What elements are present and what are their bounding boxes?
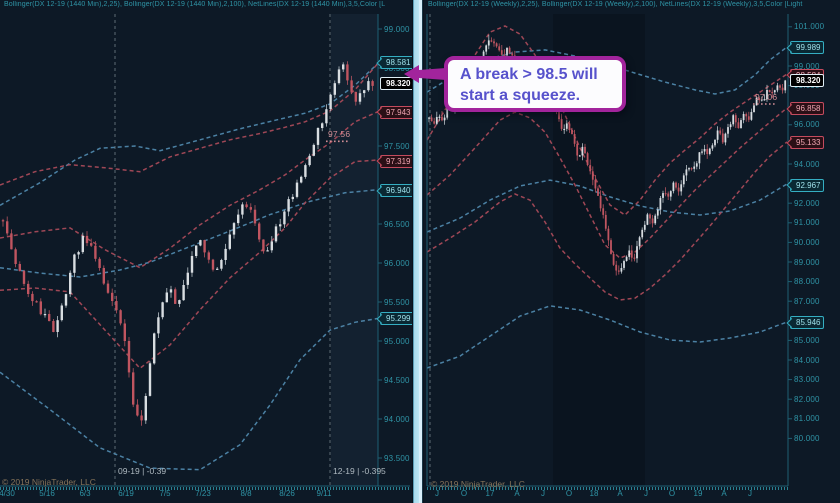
x-axis-tick-label: J [435,489,439,498]
bollinger-100-upper [426,46,788,95]
indicator-price-tag: 92.967 [790,178,825,192]
x-axis-tick-label: A [514,489,520,498]
daily-chart-title: Bollinger(DX 12-19 (1440 Min),2,25), Bol… [4,1,386,8]
y-axis-tick-label: 95.500 [384,297,410,307]
y-axis-tick-label: 97.500 [384,141,410,151]
y-axis-tick-label: 92.000 [794,198,820,208]
last-price-tag: 98.320 [380,76,415,90]
copyright-watermark: © 2019 NinjaTrader, LLC [431,479,525,489]
time-axis[interactable] [427,487,788,490]
indicator-price-tag: 96.858 [790,102,825,116]
y-axis-tick-label: 95.000 [384,336,410,346]
y-axis-tick-label: 94.500 [384,375,410,385]
y-axis-tick-label: 90.000 [794,237,820,247]
indicator-price-tag: 98.581 [380,56,415,70]
indicator-price-tag: 97.943 [380,105,415,119]
annotation-arrow-icon[interactable] [395,58,451,88]
x-axis-tick-label: 6/19 [118,489,134,498]
y-axis-tick-label: 99.000 [384,24,410,34]
time-axis[interactable] [0,487,410,490]
netline-price-label: 97.56 [328,129,351,140]
bollinger-100-upper [0,62,379,206]
y-axis-tick-label: 83.000 [794,375,820,385]
y-axis-tick-label: 96.000 [794,120,820,130]
panel-splitter[interactable] [412,0,424,503]
y-axis-tick-label: 87.000 [794,296,820,306]
x-axis-tick-label: A [617,489,623,498]
bollinger-100-lower [0,317,379,471]
x-axis-tick-label: 8/8 [240,489,252,498]
y-axis-tick-label: 82.000 [794,394,820,404]
x-axis-tick-label: 7/23 [195,489,211,498]
contract-rollover-label: 09-19 | -0.39 [118,466,167,476]
indicator-price-tag: 95.133 [790,136,825,150]
bollinger-25-upper [426,25,788,216]
indicator-price-tag: 96.940 [380,184,415,198]
indicator-price-tag: 99.989 [790,41,825,55]
x-axis-tick-label: J [541,489,545,498]
y-axis-tick-label: 80.000 [794,433,820,443]
y-axis-tick-label: 96.000 [384,258,410,268]
daily-chart-panel: Bollinger(DX 12-19 (1440 Min),2,25), Bol… [0,0,415,503]
y-axis-tick-label: 99.000 [794,61,820,71]
y-axis-tick-label: 89.000 [794,257,820,267]
chart-plot-area[interactable] [0,0,412,503]
x-axis-tick-label: O [668,489,676,498]
contract-rollover-label: 12-19 | -0.395 [333,466,386,476]
x-axis-tick-label: 7/5 [159,489,171,498]
bollinger-25-lower [0,159,379,370]
bollinger-25-middle [426,107,788,259]
y-axis-tick-label: 88.000 [794,277,820,287]
weekly-chart-panel: Bollinger(DX 12-19 (Weekly),2,25), Bolli… [424,0,840,503]
x-axis-tick-label: 17 [485,489,495,498]
netline-price-label: 97.06 [755,92,778,103]
y-axis-tick-label: 96.500 [384,219,410,229]
x-axis-tick-label: J [644,489,648,498]
x-axis-tick-label: 8/26 [279,489,295,498]
y-axis-tick-label: 85.000 [794,335,820,345]
y-axis-tick-label: 94.000 [794,159,820,169]
x-axis-tick-label: 4/30 [0,489,15,498]
y-axis-tick-label: 101.000 [794,22,825,32]
y-axis-tick-label: 81.000 [794,414,820,424]
bollinger-25-middle [0,111,379,269]
x-axis-tick-label: O [565,489,573,498]
candlesticks [1,61,374,426]
bollinger-25-lower [426,141,788,301]
last-price-tag: 98.320 [790,73,825,87]
y-axis-tick-label: 93.500 [384,453,410,463]
bollinger-100-lower [426,305,788,369]
y-axis-tick-label: 84.000 [794,355,820,365]
x-axis-tick-label: 18 [589,489,599,498]
indicator-price-tag: 97.319 [380,154,415,168]
weekly-chart-title: Bollinger(DX 12-19 (Weekly),2,25), Bolli… [428,1,803,8]
indicator-price-tag: 95.299 [380,312,415,326]
x-axis-tick-label: 19 [693,489,703,498]
bollinger-100-middle [426,179,788,233]
annotation-text-line2: start a squeeze. [460,87,581,104]
indicator-price-tag: 85.946 [790,316,825,330]
x-axis-tick-label: 9/11 [316,489,332,498]
x-axis-tick-label: O [460,489,468,498]
x-axis-tick-label: A [721,489,727,498]
y-axis-tick-label: 91.000 [794,218,820,228]
y-axis-tick-label: 94.000 [384,414,410,424]
x-axis-tick-label: J [748,489,752,498]
annotation-callout[interactable]: A break > 98.5 will start a squeeze. [444,56,626,112]
x-axis-tick-label: 6/3 [79,489,91,498]
annotation-text-line1: A break > 98.5 will [460,66,598,83]
copyright-watermark: © 2019 NinjaTrader, LLC [2,477,96,487]
x-axis-tick-label: 5/16 [39,489,55,498]
